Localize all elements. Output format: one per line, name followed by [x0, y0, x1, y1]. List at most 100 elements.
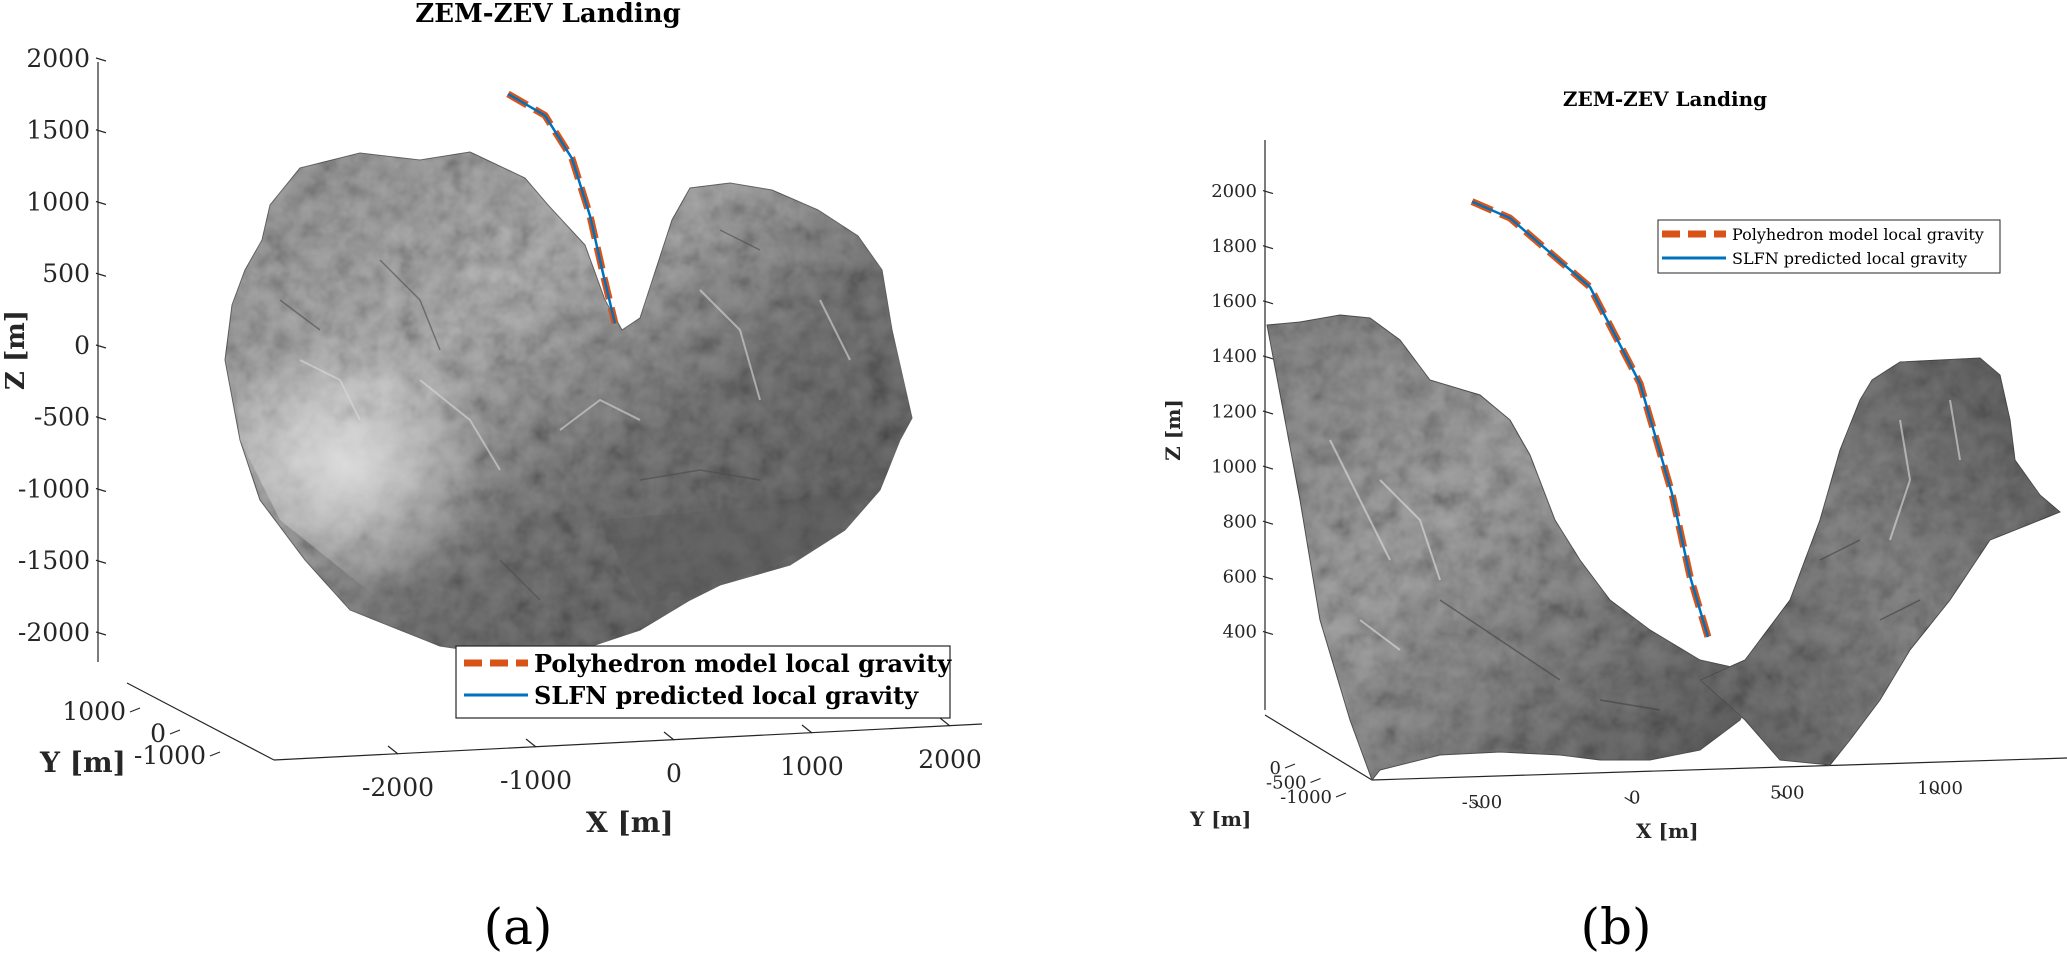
z-b-ticklabel-6: 800: [1223, 512, 1257, 533]
x-ticks-b: -500 0 500 1000: [1462, 778, 1963, 813]
x-a-tickmark-1: [525, 738, 537, 748]
z-b-ticklabel-8: 400: [1223, 622, 1257, 643]
z-a-ticklabel-8: -2000: [18, 618, 90, 647]
panel-b: ZEM-ZEV Landing 2000 1800 1600 1400 1200 1000…: [1161, 87, 2067, 955]
panel-label-b: (b): [1580, 898, 1651, 955]
y-ticks-a: 1000 0-1000: [62, 697, 221, 770]
y-a-tickmark-2: [209, 751, 221, 757]
legend-b: Polyhedron model local gravity SLFN pred…: [1657, 219, 2001, 274]
z-a-tickmark-6: [95, 487, 107, 493]
z-a-ticklabel-5: -500: [34, 403, 90, 432]
z-b-ticklabel-2: 1600: [1211, 291, 1257, 312]
x-a-ticklabel-0: -2000: [362, 773, 434, 802]
z-b-ticklabel-0: 2000: [1211, 181, 1257, 202]
x-b-tickmark-1: [1624, 796, 1635, 804]
x-b-tickmark-3: [1929, 787, 1941, 795]
x-b-tickmark-0: [1471, 801, 1483, 809]
legend-box-a: [455, 645, 951, 719]
y-b-tickmark-2: [1335, 792, 1347, 798]
z-a-tickmark-3: [95, 272, 107, 277]
y-a-ticklabel-1: 0: [150, 719, 166, 748]
xlabel-a: X [m]: [586, 806, 674, 839]
z-a-tickmark-5: [95, 416, 107, 421]
y-a-tickmark-0: [129, 707, 141, 713]
z-b-tickmark-0: [1262, 189, 1274, 195]
x-a-tickmark-0: [387, 745, 399, 755]
x-a-tickmark-2: [663, 731, 675, 741]
y-ticks-b: 0-500-1000: [1266, 758, 1347, 808]
y-b-ticklabel-0: 0: [1270, 758, 1281, 779]
z-a-tickmark-8: [95, 631, 107, 636]
x-a-ticklabel-4: 2000: [918, 745, 982, 774]
panel-label-a: (a): [484, 898, 553, 955]
comet-surface: [224, 151, 913, 656]
z-a-ticklabel-1: 1500: [26, 116, 90, 145]
panel-a: ZEM-ZEV Landing 2000 1500 1000 500 0 -500 -100…: [1, 0, 983, 955]
x-a-ticklabel-1: -1000: [500, 766, 572, 795]
y-a-ticklabel-2: -1000: [134, 741, 206, 770]
y-b-ticklabel-2: -1000: [1280, 787, 1332, 808]
x-a-tickmark-4: [939, 717, 951, 727]
x-ticks-a: -2000 -1000 0 1000 2000: [362, 717, 982, 802]
axes-frame-b: [1264, 140, 2067, 781]
x-a-ticklabel-2: 0: [666, 759, 682, 788]
legend-box-b: [1657, 219, 2001, 274]
terrain-surface: [1266, 314, 2061, 782]
legend-label-polyhedron-a: Polyhedron model local gravity: [534, 649, 952, 678]
title-b: ZEM-ZEV Landing: [1563, 87, 1767, 111]
axes-frame-a: [97, 62, 983, 761]
z-a-ticklabel-2: 1000: [26, 187, 90, 216]
y-a-ticklabel-0: 1000: [62, 697, 126, 726]
x-b-ticklabel-0: -500: [1462, 792, 1502, 813]
z-ticks-a: 2000 1500 1000 500 0 -500 -1000 -1500 -2000: [18, 44, 107, 647]
xlabel-b: X [m]: [1636, 819, 1699, 843]
z-b-ticklabel-4: 1200: [1211, 401, 1257, 422]
z-a-tickmark-7: [95, 559, 107, 564]
traj-b-series-1: [1471, 200, 1710, 638]
z-a-tickmark-2: [95, 200, 107, 206]
x-a-tickmark-3: [801, 724, 813, 734]
zlabel-a: Z [m]: [1, 310, 31, 390]
z-b-tickmark-1: [1262, 245, 1274, 250]
z-a-tickmark-4: [95, 344, 107, 349]
x-b-ticklabel-2: 500: [1770, 783, 1804, 804]
z-b-tickmark-6: [1262, 520, 1274, 525]
z-a-ticklabel-7: -1500: [18, 546, 90, 575]
y-b-tickmark-0: [1284, 763, 1296, 769]
trajectory-a: [506, 90, 619, 325]
zlabel-b: Z [m]: [1161, 399, 1185, 461]
z-b-ticklabel-5: 1000: [1211, 456, 1257, 477]
legend-label-polyhedron-b: Polyhedron model local gravity: [1732, 225, 1984, 244]
z-b-tickmark-7: [1262, 575, 1274, 580]
x-b-ticklabel-1: 0: [1629, 787, 1640, 808]
z-b-tickmark-8: [1262, 630, 1274, 636]
y-b-ticklabel-1: -500: [1266, 773, 1306, 794]
legend-a: Polyhedron model local gravity SLFN pred…: [455, 645, 952, 719]
legend-label-slfn-a: SLFN predicted local gravity: [534, 681, 919, 710]
ylabel-b: Y [m]: [1189, 807, 1251, 831]
ylabel-a: Y [m]: [39, 746, 126, 779]
title-a: ZEM-ZEV Landing: [415, 0, 681, 29]
z-a-tickmark-0: [95, 57, 107, 62]
z-b-tickmark-5: [1262, 465, 1274, 470]
z-a-ticklabel-3: 500: [42, 259, 90, 288]
z-b-ticklabel-3: 1400: [1211, 346, 1257, 367]
z-b-ticklabel-1: 1800: [1211, 236, 1257, 257]
y-b-tickmark-1: [1310, 777, 1321, 784]
z-a-ticklabel-6: -1000: [18, 474, 90, 503]
x-a-ticklabel-3: 1000: [780, 752, 844, 781]
x-b-ticklabel-3: 1000: [1917, 778, 1963, 799]
z-a-ticklabel-4: 0: [74, 331, 90, 360]
z-a-ticklabel-0: 2000: [26, 44, 90, 73]
z-a-tickmark-1: [95, 129, 107, 134]
z-b-tickmark-4: [1262, 410, 1274, 415]
z-b-ticklabel-7: 600: [1223, 567, 1257, 588]
x-b-tickmark-2: [1777, 792, 1788, 800]
trajectory-b: [1470, 198, 1712, 638]
traj-a-series-1: [507, 92, 617, 324]
z-ticks-b: 2000 1800 1600 1400 1200 1000 800 600 400: [1211, 181, 1274, 643]
y-a-tickmark-1: [169, 729, 181, 735]
z-b-tickmark-2: [1262, 300, 1274, 305]
legend-label-slfn-b: SLFN predicted local gravity: [1732, 249, 1967, 268]
